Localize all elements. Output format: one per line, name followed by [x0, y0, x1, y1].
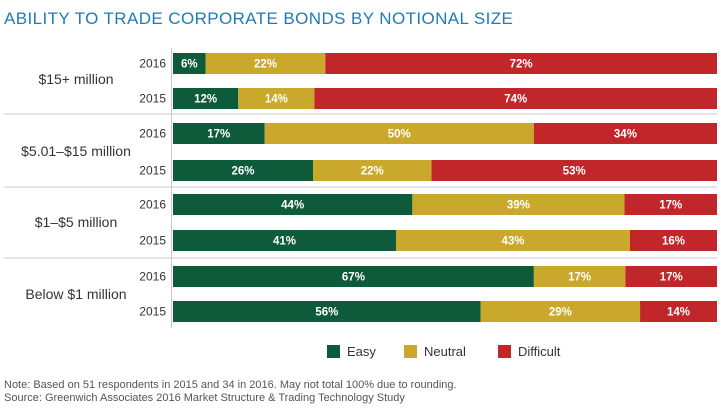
chart-title: ABILITY TO TRADE CORPORATE BONDS BY NOTI…	[4, 9, 514, 28]
data-label: 26%	[232, 166, 255, 178]
data-label: 39%	[507, 200, 530, 212]
year-label: 2016	[139, 57, 166, 71]
data-label: 16%	[662, 236, 685, 248]
year-label: 2016	[139, 127, 166, 141]
bar-segment-easy	[173, 88, 239, 109]
bar-segment-difficult	[624, 194, 717, 215]
data-label: 56%	[315, 307, 338, 319]
legend-label: Easy	[347, 344, 376, 359]
data-label: 50%	[388, 129, 411, 141]
bar-segment-easy	[173, 194, 413, 215]
bar-segment-difficult	[533, 123, 717, 144]
legend-label: Difficult	[518, 344, 561, 359]
year-label: 2016	[139, 198, 166, 212]
bar-segment-neutral	[264, 123, 534, 144]
year-label: 2015	[139, 234, 166, 248]
bar-segment-easy	[173, 53, 206, 74]
data-label: 17%	[207, 129, 230, 141]
bar-segment-easy	[173, 123, 265, 144]
year-label: 2015	[139, 164, 166, 178]
data-label: 72%	[510, 59, 533, 71]
data-label: 29%	[549, 307, 572, 319]
bar-segment-neutral	[533, 266, 626, 287]
stacked-bar-chart: $15+ million 2016 6% 22% 72% 2015 12% 14% 74% $5.…	[4, 48, 717, 359]
bar-segment-neutral	[238, 88, 315, 109]
data-label: 17%	[568, 272, 591, 284]
bar-segment-difficult	[431, 160, 717, 181]
legend-swatch	[404, 345, 417, 358]
bar-segment-easy	[173, 301, 481, 322]
bar-segment-difficult	[625, 266, 717, 287]
legend-swatch	[327, 345, 340, 358]
data-label: 53%	[563, 166, 586, 178]
data-label: 41%	[273, 236, 296, 248]
group-label: $15+ million	[38, 71, 113, 87]
data-label: 43%	[501, 236, 524, 248]
data-label: 17%	[660, 272, 683, 284]
data-label: 22%	[254, 59, 277, 71]
legend-swatch	[498, 345, 511, 358]
bar-segment-neutral	[313, 160, 432, 181]
bar-segment-difficult	[314, 88, 717, 109]
bar-segment-neutral	[396, 230, 630, 251]
group-label: $5.01–$15 million	[21, 143, 131, 159]
bar-segment-difficult	[629, 230, 717, 251]
footnote: Note: Based on 51 respondents in 2015 an…	[4, 379, 457, 405]
bar-segment-neutral	[412, 194, 625, 215]
footnote-note: Note: Based on 51 respondents in 2015 an…	[4, 379, 457, 391]
year-label: 2015	[139, 305, 166, 319]
bar-segment-easy	[173, 230, 397, 251]
data-label: 17%	[659, 200, 682, 212]
bar-segment-easy	[173, 266, 534, 287]
data-label: 14%	[265, 94, 288, 106]
data-label: 74%	[504, 94, 527, 106]
legend-label: Neutral	[424, 344, 466, 359]
data-label: 44%	[281, 200, 304, 212]
bar-segment-neutral	[480, 301, 641, 322]
group-label: Below $1 million	[25, 286, 126, 302]
bar-segment-easy	[173, 160, 314, 181]
year-label: 2016	[139, 270, 166, 284]
data-label: 34%	[614, 129, 637, 141]
data-label: 67%	[342, 272, 365, 284]
year-label: 2015	[139, 92, 166, 106]
bar-segment-difficult	[325, 53, 717, 74]
bar-segment-difficult	[640, 301, 717, 322]
bar-segment-neutral	[205, 53, 326, 74]
data-label: 12%	[194, 94, 217, 106]
footnote-source: Source: Greenwich Associates 2016 Market…	[4, 392, 405, 404]
data-label: 22%	[361, 166, 384, 178]
group-label: $1–$5 million	[35, 214, 118, 230]
data-label: 14%	[667, 307, 690, 319]
data-label: 6%	[181, 59, 198, 71]
